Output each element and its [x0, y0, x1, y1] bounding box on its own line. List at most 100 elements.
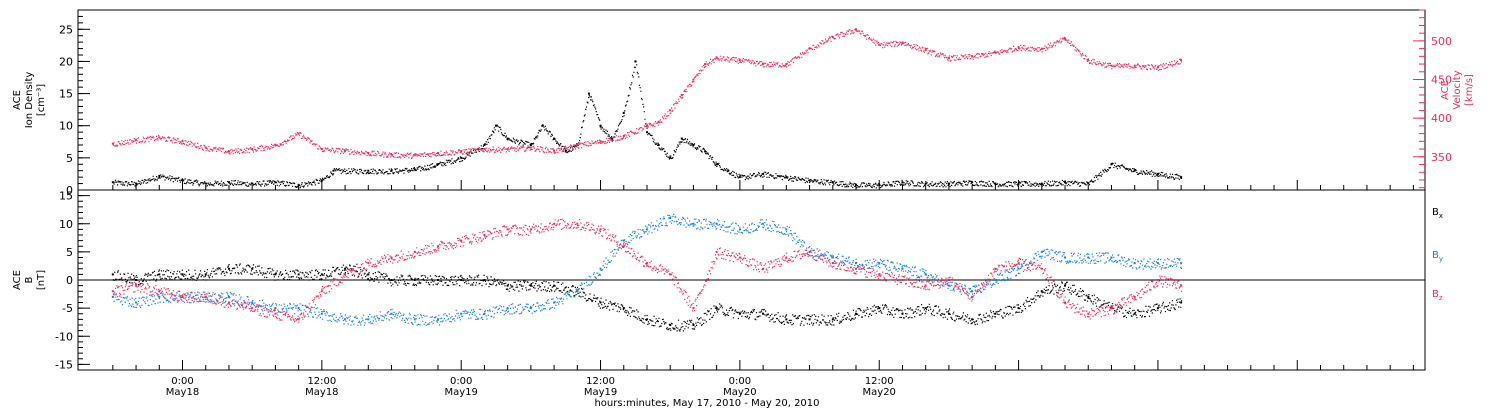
- legend-sub: y: [1439, 255, 1443, 263]
- density-axis-tick-label: 15: [59, 88, 73, 101]
- by-series-point: [413, 318, 416, 321]
- velocity-series-point: [576, 144, 579, 147]
- density-series-point: [715, 163, 718, 166]
- velocity-series-point: [738, 59, 741, 62]
- bz-series-point: [738, 256, 741, 259]
- b-axis-label: ACEB[nT]: [12, 270, 47, 290]
- velocity-series-point: [1180, 59, 1183, 62]
- bz-series-point: [390, 256, 393, 259]
- density-series-point: [1156, 172, 1159, 175]
- density-axis-tick-label: 0: [66, 184, 73, 197]
- b-axis-tick-label: 5: [66, 246, 73, 259]
- density-series-point: [808, 179, 811, 182]
- bx-series-point: [227, 267, 230, 270]
- bx-series-point: [204, 273, 207, 276]
- bz-series-point: [460, 239, 463, 242]
- by-series-point: [622, 239, 625, 242]
- density-series-point: [564, 150, 567, 153]
- velocity-series-point: [785, 63, 788, 66]
- by-series-point: [901, 267, 904, 270]
- by-series-point: [1156, 262, 1159, 265]
- velocity-series-point: [1087, 59, 1090, 62]
- bx-series-point: [1064, 284, 1067, 287]
- x-tick-label: 12:00: [865, 376, 894, 387]
- bx-series-point: [297, 273, 300, 276]
- density-axis-tick-label: 10: [59, 120, 73, 133]
- bx-series-point: [692, 324, 695, 326]
- bz-series-point: [274, 312, 277, 315]
- bx-series-point: [808, 318, 811, 321]
- density-series-point: [587, 92, 590, 95]
- bx-series-point: [645, 318, 648, 321]
- b-axis-tick-label: -10: [55, 330, 73, 343]
- legend-base: B: [1432, 250, 1439, 261]
- b-axis-label-line: ACE: [12, 270, 23, 290]
- bz-series-point: [645, 262, 648, 265]
- bx-series-point: [529, 284, 532, 287]
- by-series-point: [762, 222, 765, 225]
- bz-series-point: [971, 295, 974, 298]
- legend-base: B: [1432, 207, 1439, 218]
- b-axis-label-line: B: [24, 276, 35, 283]
- bz-series-point: [297, 318, 300, 321]
- velocity-series-point: [901, 41, 904, 44]
- by-series-point: [390, 312, 393, 315]
- x-tick-date: May18: [305, 387, 338, 398]
- bx-series-point: [344, 267, 347, 270]
- density-series-point: [460, 156, 463, 159]
- bz-series-point: [1064, 301, 1067, 304]
- bx-series-point: [436, 279, 439, 281]
- velocity-series-point: [657, 121, 660, 124]
- density-series-point: [680, 137, 683, 140]
- velocity-series-point: [855, 28, 858, 31]
- bz-series-point: [924, 284, 927, 287]
- bz-series-point: [1180, 284, 1183, 287]
- density-series-point: [158, 174, 161, 177]
- bz-series-point: [413, 250, 416, 253]
- velocity-series-point: [924, 49, 927, 52]
- velocity-series-point: [1156, 66, 1159, 69]
- density-series-point: [1087, 182, 1090, 185]
- bz-series-point: [529, 228, 532, 231]
- bz-series-point: [1017, 262, 1020, 265]
- density-series-point: [320, 179, 323, 182]
- velocity-series-point: [704, 63, 707, 66]
- bx-series-trace: [112, 263, 1183, 332]
- bx-series-point: [1156, 307, 1159, 310]
- bx-series-point: [669, 324, 672, 326]
- velocity-series-point: [274, 144, 277, 147]
- x-tick-date: May18: [166, 387, 199, 398]
- bz-series-point: [715, 250, 718, 253]
- by-series-point: [1180, 262, 1183, 265]
- by-series-point: [599, 267, 602, 270]
- top-panel-frame: [77, 9, 1426, 191]
- by-series-point: [1087, 256, 1090, 259]
- x-tick-label: 0:00: [171, 376, 193, 387]
- velocity-axis-tick-label: 400: [1431, 112, 1452, 125]
- bz-series-point: [1087, 312, 1090, 315]
- legend-sub: x: [1439, 212, 1443, 220]
- bx-series-point: [274, 273, 277, 276]
- velocity-series-point: [692, 78, 695, 81]
- velocity-series-point: [947, 56, 950, 59]
- legend-base: B: [1432, 289, 1439, 300]
- x-axis: 0:00May1812:00May180:00May1912:00May190:…: [166, 376, 896, 409]
- bz-series-point: [855, 267, 858, 270]
- density-axis-tick-label: 25: [59, 23, 73, 36]
- bx-series-point: [715, 307, 718, 310]
- density-axis-label-line: Ion Density: [24, 72, 35, 129]
- density-axis-tick-label: 5: [66, 152, 73, 165]
- bz-series-point: [622, 245, 625, 248]
- velocity-series-point: [1133, 64, 1136, 67]
- x-tick-date: May20: [863, 387, 896, 398]
- bx-series-point: [1087, 295, 1090, 298]
- bz-series-point: [483, 234, 486, 236]
- by-series-point: [738, 228, 741, 231]
- by-series-point: [692, 222, 695, 225]
- velocity-axis-label-line: ACE: [1440, 80, 1451, 100]
- bz-series-point: [181, 295, 184, 298]
- velocity-series-point: [669, 109, 672, 112]
- velocity-series-point: [831, 36, 834, 39]
